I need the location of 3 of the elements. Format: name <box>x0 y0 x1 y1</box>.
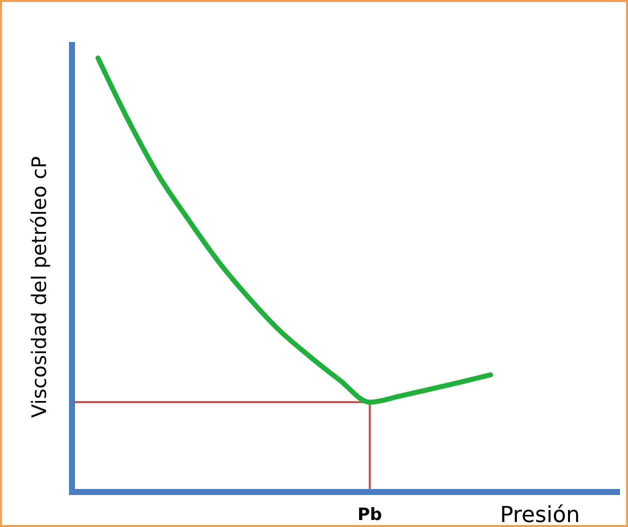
text: Pb <box>357 505 382 525</box>
x-axis-title: Presión <box>500 503 580 527</box>
y-axis-title: Viscosidad del petróleo cP <box>27 156 51 418</box>
